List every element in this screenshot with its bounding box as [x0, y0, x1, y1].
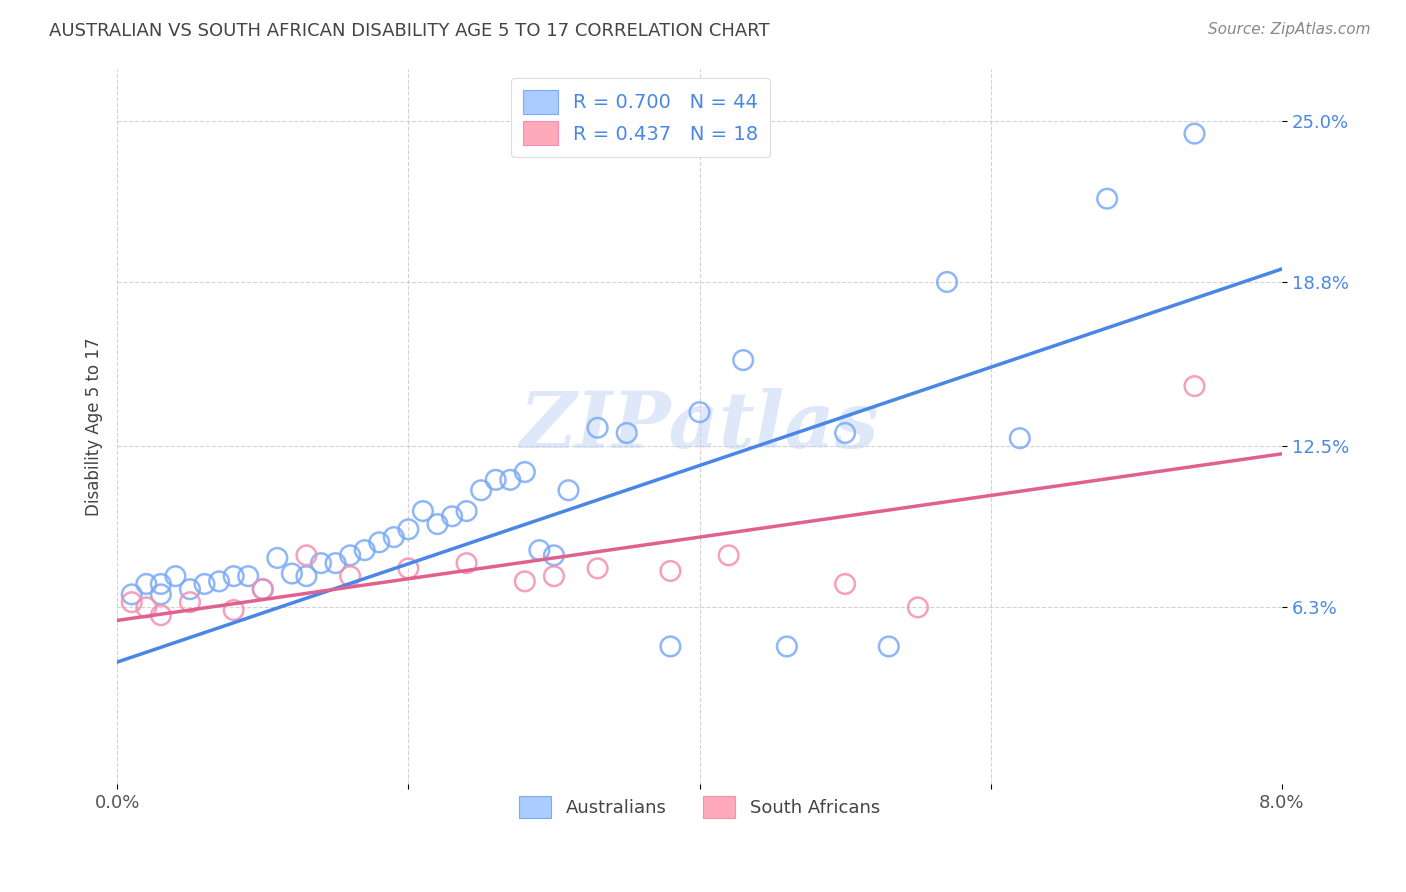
- Point: [616, 425, 638, 440]
- Point: [353, 543, 375, 558]
- Y-axis label: Disability Age 5 to 17: Disability Age 5 to 17: [86, 337, 103, 516]
- Point: [529, 543, 551, 558]
- Text: ZIPatlas: ZIPatlas: [520, 388, 879, 465]
- Point: [149, 608, 172, 623]
- Point: [281, 566, 304, 581]
- Point: [834, 577, 856, 591]
- Point: [295, 549, 318, 563]
- Point: [513, 574, 536, 589]
- Point: [193, 577, 215, 591]
- Point: [339, 569, 361, 583]
- Point: [586, 561, 609, 575]
- Point: [412, 504, 434, 518]
- Point: [776, 640, 799, 654]
- Point: [339, 549, 361, 563]
- Point: [222, 603, 245, 617]
- Point: [834, 425, 856, 440]
- Point: [135, 600, 157, 615]
- Point: [165, 569, 187, 583]
- Point: [1008, 431, 1031, 445]
- Point: [877, 640, 900, 654]
- Point: [135, 577, 157, 591]
- Point: [659, 564, 682, 578]
- Point: [733, 353, 755, 368]
- Point: [586, 421, 609, 435]
- Point: [717, 549, 740, 563]
- Point: [456, 556, 478, 570]
- Point: [149, 577, 172, 591]
- Point: [907, 600, 929, 615]
- Point: [1095, 192, 1118, 206]
- Point: [266, 550, 288, 565]
- Point: [543, 549, 565, 563]
- Point: [121, 587, 143, 601]
- Point: [426, 517, 449, 532]
- Legend: Australians, South Africans: Australians, South Africans: [512, 789, 887, 825]
- Point: [295, 569, 318, 583]
- Point: [325, 556, 347, 570]
- Point: [179, 595, 201, 609]
- Point: [470, 483, 492, 498]
- Point: [309, 556, 332, 570]
- Point: [252, 582, 274, 597]
- Point: [238, 569, 260, 583]
- Point: [382, 530, 405, 544]
- Point: [396, 522, 419, 536]
- Point: [689, 405, 711, 419]
- Point: [396, 561, 419, 575]
- Text: AUSTRALIAN VS SOUTH AFRICAN DISABILITY AGE 5 TO 17 CORRELATION CHART: AUSTRALIAN VS SOUTH AFRICAN DISABILITY A…: [49, 22, 770, 40]
- Point: [557, 483, 579, 498]
- Point: [936, 275, 959, 289]
- Point: [252, 582, 274, 597]
- Point: [149, 587, 172, 601]
- Point: [513, 465, 536, 479]
- Point: [1184, 379, 1206, 393]
- Point: [1184, 127, 1206, 141]
- Point: [659, 640, 682, 654]
- Point: [208, 574, 231, 589]
- Point: [543, 569, 565, 583]
- Text: Source: ZipAtlas.com: Source: ZipAtlas.com: [1208, 22, 1371, 37]
- Point: [440, 509, 463, 524]
- Point: [368, 535, 391, 549]
- Point: [499, 473, 522, 487]
- Point: [121, 595, 143, 609]
- Point: [485, 473, 508, 487]
- Point: [179, 582, 201, 597]
- Point: [456, 504, 478, 518]
- Point: [222, 569, 245, 583]
